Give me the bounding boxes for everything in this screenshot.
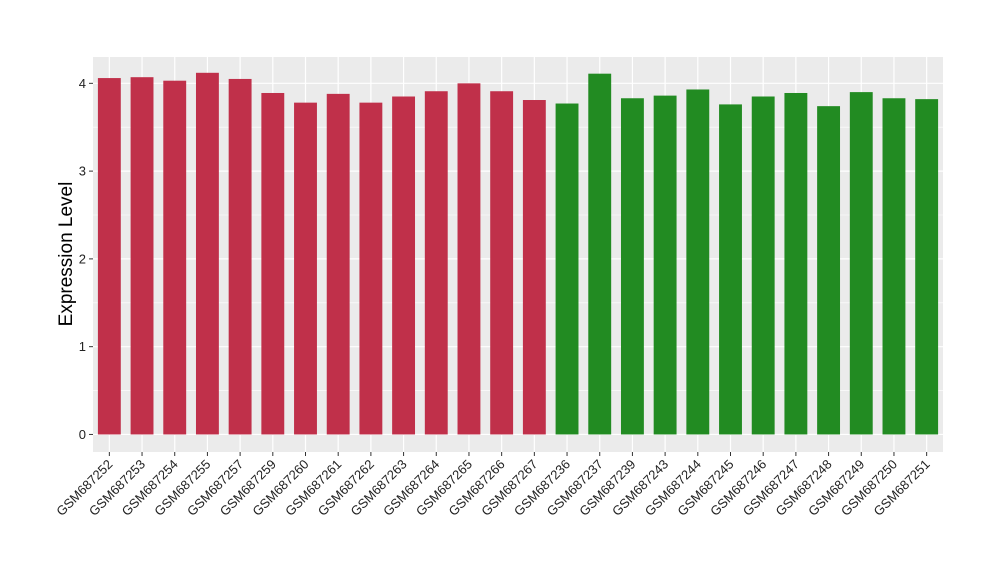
plot-panel	[93, 57, 943, 452]
y-tick-label: 3	[79, 164, 86, 179]
bar-GSM687236	[555, 103, 579, 435]
bar-GSM687261	[326, 93, 350, 435]
bar-GSM687255	[195, 72, 219, 435]
bar-GSM687249	[849, 92, 873, 435]
bars	[97, 72, 939, 435]
y-axis: 0 1 2 3 4	[79, 76, 93, 442]
bar-GSM687262	[359, 102, 383, 435]
bar-GSM687263	[392, 96, 416, 435]
y-tick-label: 4	[79, 76, 86, 91]
bar-GSM687267	[522, 100, 546, 435]
y-axis-label: Expression Level	[56, 182, 77, 327]
bar-GSM687244	[686, 89, 710, 435]
y-tick-label: 2	[79, 251, 86, 266]
bar-GSM687252	[97, 78, 121, 435]
bar-GSM687250	[882, 98, 906, 435]
bar-GSM687237	[588, 73, 612, 435]
x-axis: GSM687252GSM687253GSM687254GSM687255GSM6…	[53, 452, 933, 519]
bar-GSM687248	[817, 106, 841, 435]
bar-GSM687266	[490, 91, 514, 435]
bar-GSM687254	[163, 80, 187, 435]
bar-GSM687253	[130, 77, 154, 435]
bar-GSM687245	[719, 104, 742, 435]
bar-GSM687251	[915, 99, 939, 435]
bar-GSM687265	[457, 83, 481, 435]
bar-GSM687264	[424, 91, 448, 435]
bar-GSM687259	[261, 92, 285, 435]
y-tick-label: 1	[79, 339, 86, 354]
bar-GSM687260	[294, 102, 317, 435]
bar-GSM687246	[751, 96, 775, 435]
bar-GSM687239	[620, 98, 644, 435]
bar-GSM687257	[228, 78, 252, 435]
bar-GSM687243	[653, 95, 677, 435]
bar-GSM687247	[784, 92, 808, 435]
y-tick-label: 0	[79, 427, 86, 442]
